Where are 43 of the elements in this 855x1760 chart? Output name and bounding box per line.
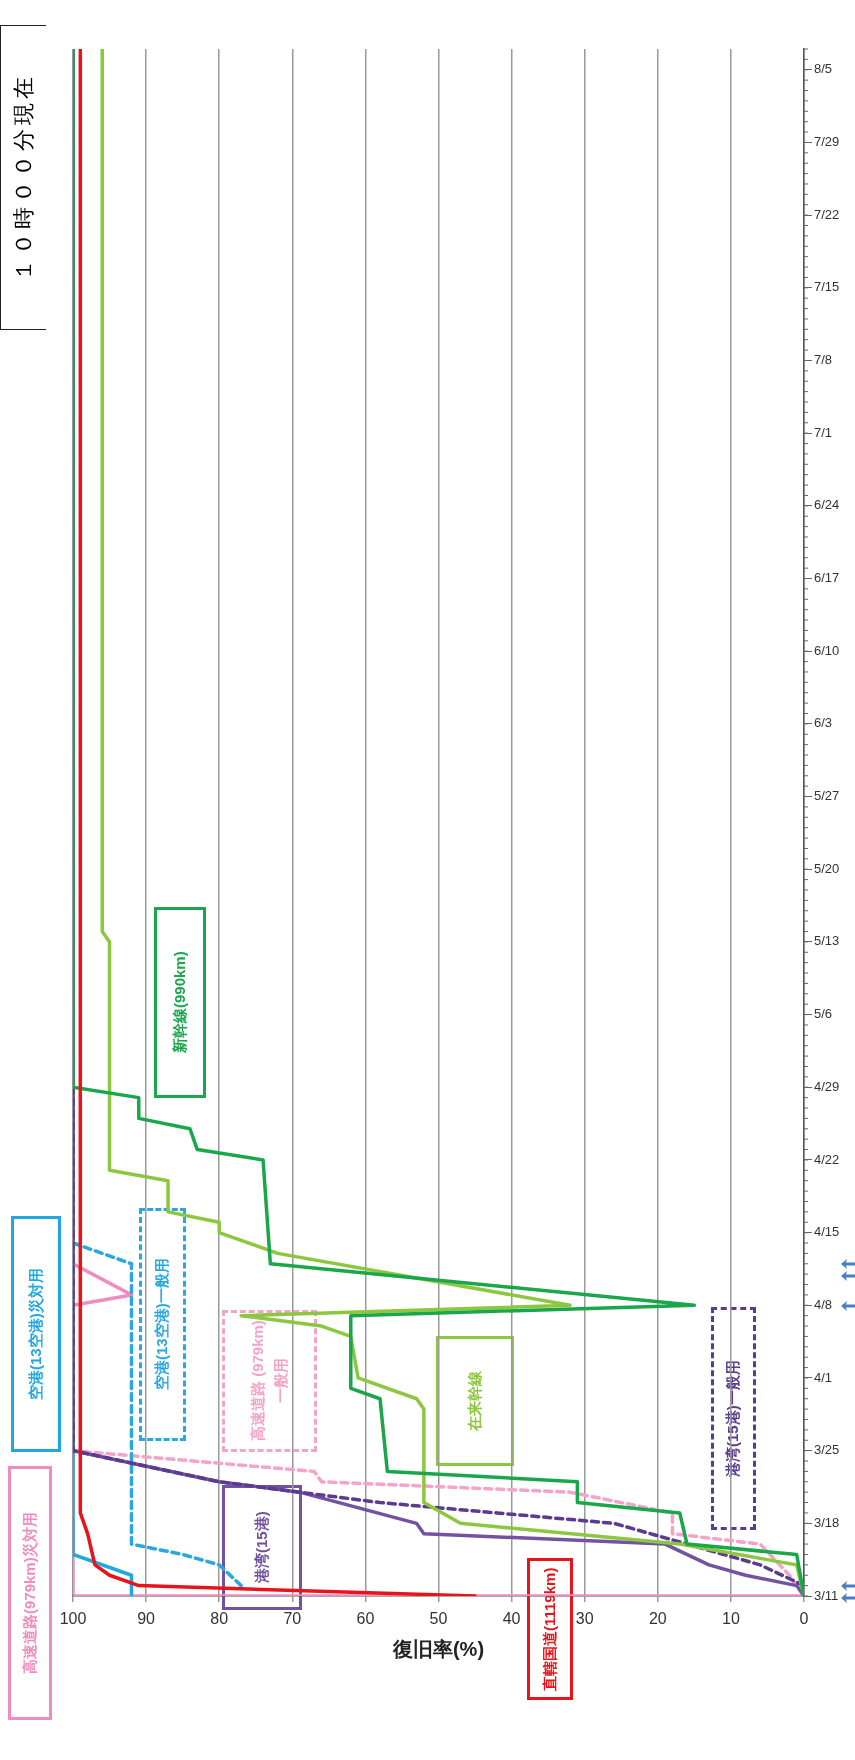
x-tick-label: 60 <box>356 1610 375 1628</box>
x-tick-label: 70 <box>283 1610 302 1628</box>
x-tick-label: 40 <box>502 1610 521 1628</box>
x-tick-label: 30 <box>575 1610 594 1628</box>
x-tick-label: 50 <box>429 1610 448 1628</box>
y-tick-label: 5/20 <box>814 860 840 876</box>
text: 港湾(15港) <box>222 1485 302 1610</box>
y-tick-label: 8/5 <box>814 61 833 77</box>
y-tick-label: 3/11 <box>814 1587 839 1603</box>
text: １０時００分現在 <box>0 25 46 330</box>
text: 直轄国道(1119km) <box>527 1558 573 1700</box>
x-tick-label: 0 <box>799 1610 809 1628</box>
text: 空港(13空港)災対用 <box>11 1216 61 1452</box>
text: 高速道路 (979km)一般用 <box>222 1310 317 1452</box>
text: 在来幹線 <box>436 1336 514 1466</box>
y-tick-label: 7/8 <box>814 352 833 368</box>
y-tick-label: 6/24 <box>814 497 840 513</box>
x-axis-title: 復旧率(%) <box>391 1637 485 1660</box>
y-tick-label: 5/27 <box>814 788 840 804</box>
y-tick-label: 5/6 <box>814 1006 833 1022</box>
y-tick-label: 5/13 <box>814 933 840 949</box>
text: 空港(13空港)一般用 <box>139 1208 186 1441</box>
y-tick-label: 7/22 <box>814 206 840 222</box>
y-tick-label: 4/8 <box>814 1296 833 1312</box>
y-tick-label: 3/18 <box>814 1514 840 1530</box>
x-tick-label: 10 <box>722 1610 740 1628</box>
x-tick-label: 100 <box>59 1610 87 1628</box>
y-tick-label: 7/29 <box>814 134 840 150</box>
y-tick-label: 7/1 <box>814 424 833 440</box>
y-tick-label: 4/1 <box>814 1369 833 1385</box>
y-tick-label: 3/25 <box>814 1442 840 1458</box>
x-tick-label: 90 <box>137 1610 156 1628</box>
y-tick-label: 6/17 <box>814 570 840 586</box>
text: 新幹線(990km) <box>154 907 206 1098</box>
y-tick-label: 6/10 <box>814 642 840 658</box>
y-tick-label: 7/15 <box>814 279 840 295</box>
text: 高速道路(979km)災対用 <box>8 1466 52 1720</box>
x-tick-label: 20 <box>648 1610 667 1628</box>
y-tick-label: 4/15 <box>814 1224 840 1240</box>
x-tick-label: 80 <box>210 1610 229 1628</box>
y-tick-label: 6/3 <box>814 715 833 731</box>
y-tick-label: 4/29 <box>814 1078 840 1094</box>
y-tick-label: 4/22 <box>814 1151 840 1167</box>
